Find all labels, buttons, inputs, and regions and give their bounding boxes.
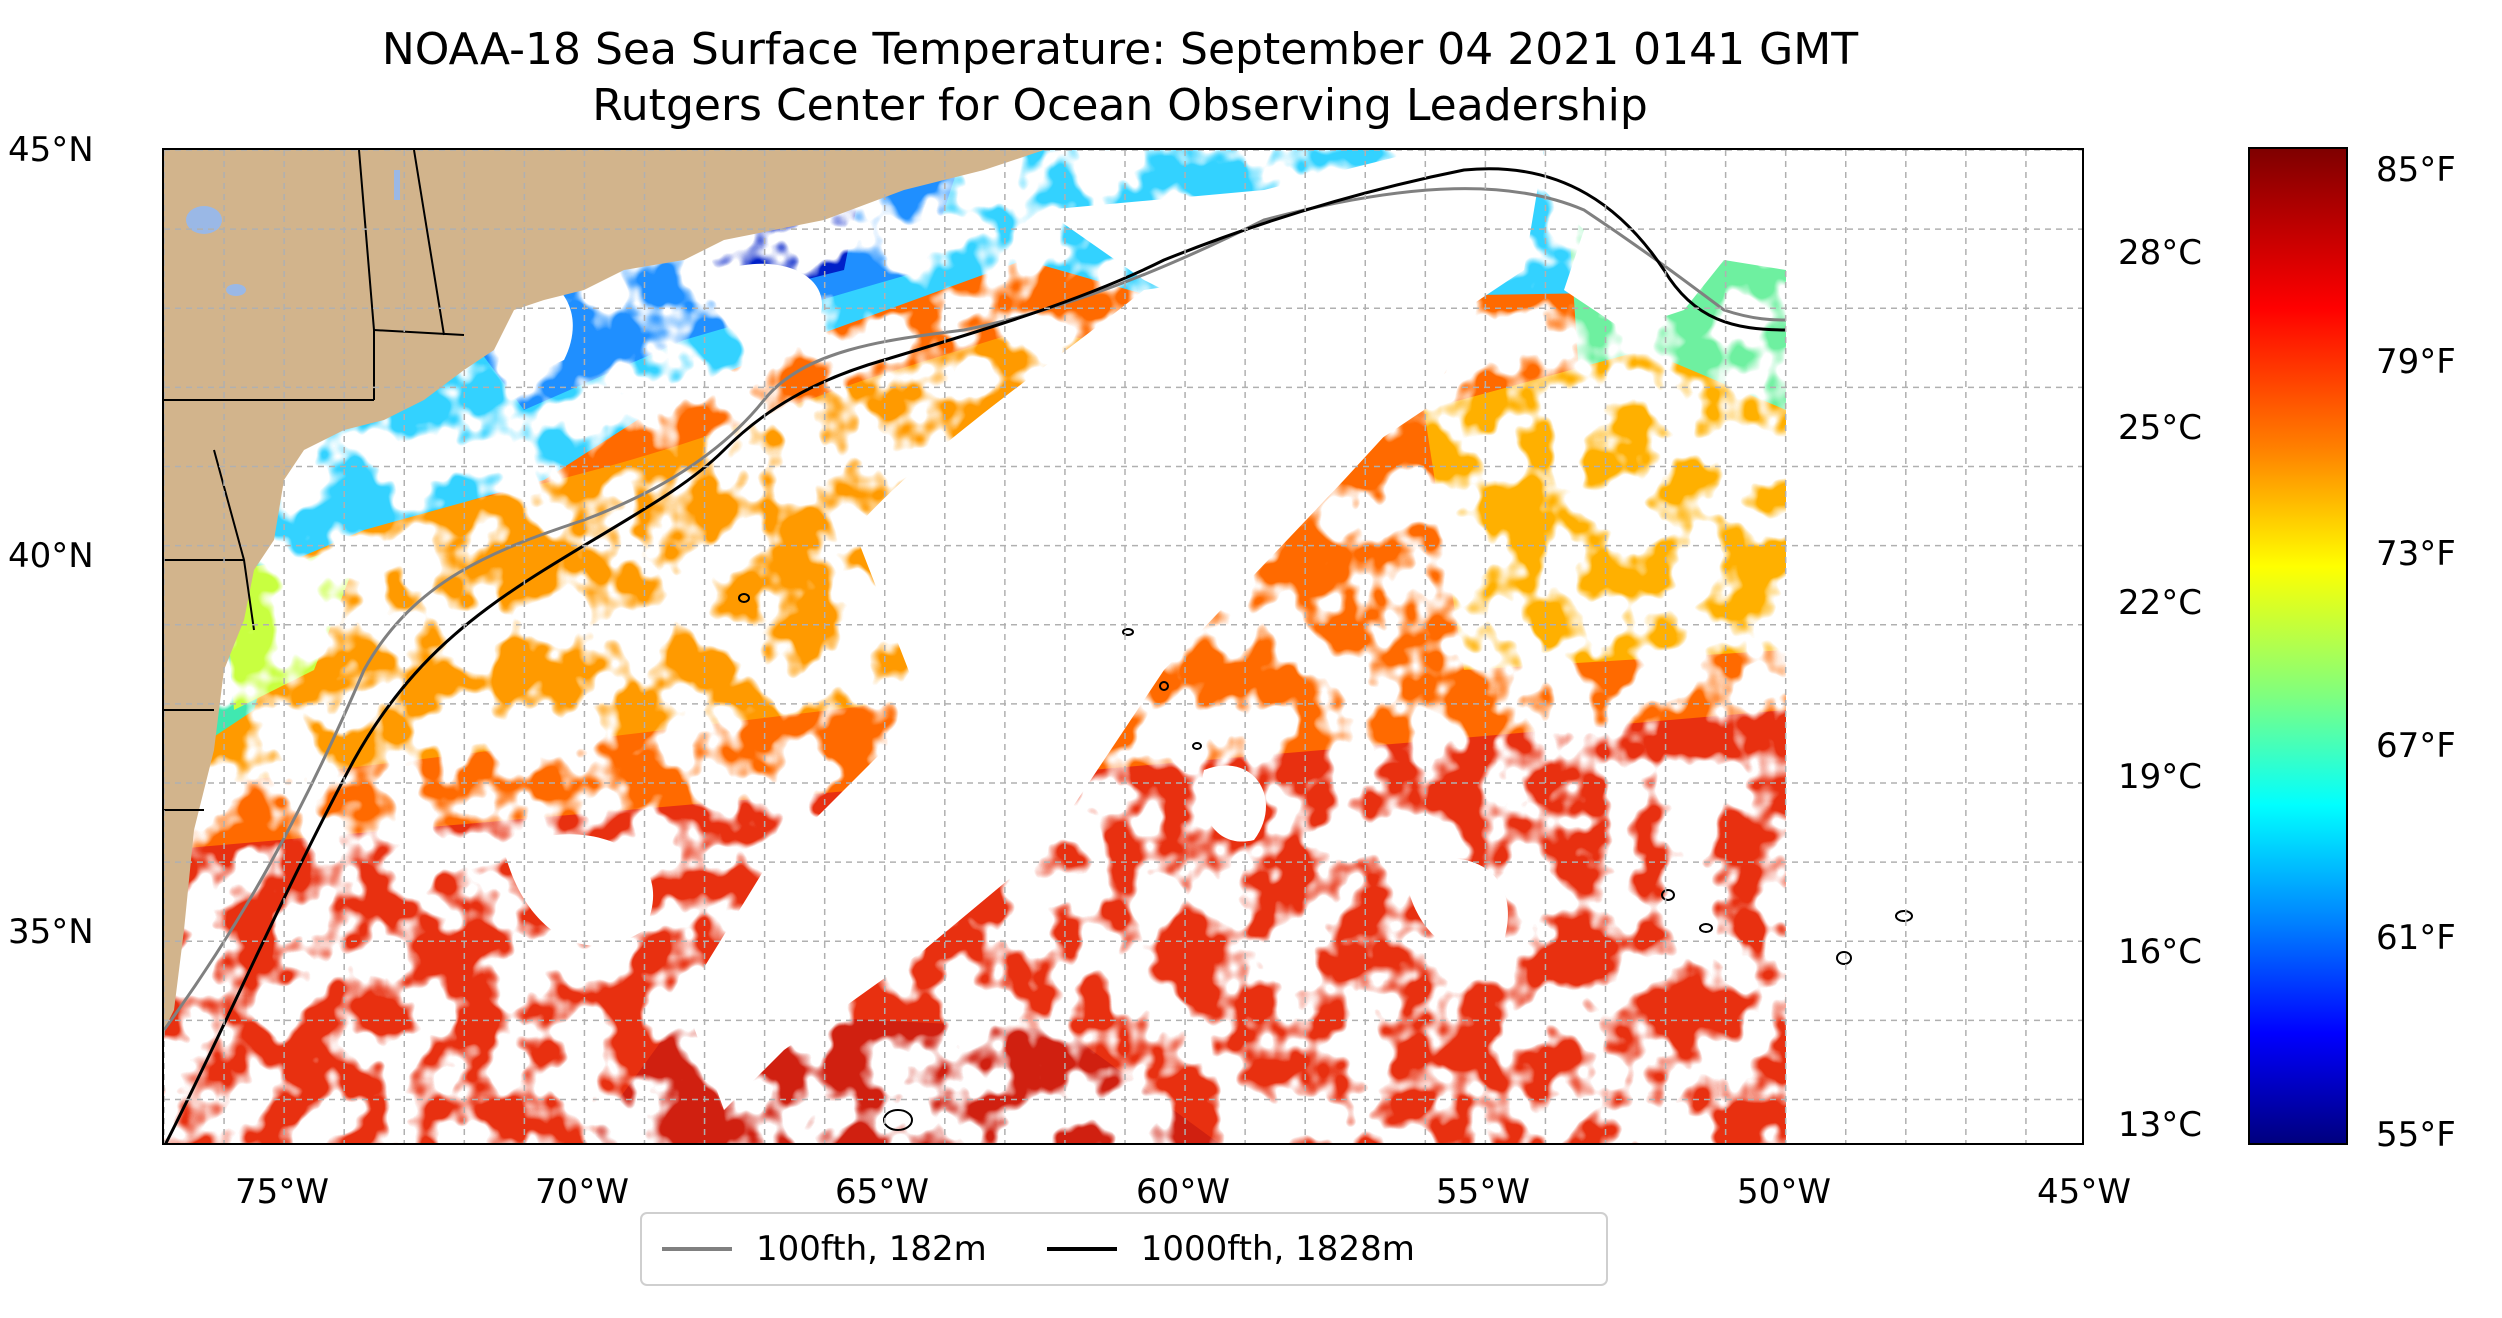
celsius-tick: 28°C <box>2118 233 2203 273</box>
gridlines <box>164 150 2082 1143</box>
colorbar-gradient <box>2248 147 2348 1145</box>
celsius-tick: 13°C <box>2118 1105 2203 1145</box>
lat-tick: 45°N <box>8 130 94 170</box>
legend-swatch-black <box>1046 1247 1117 1251</box>
fahrenheit-tick: 85°F <box>2376 150 2456 190</box>
chart-title: NOAA-18 Sea Surface Temperature: Septemb… <box>0 22 2240 134</box>
lon-tick: 65°W <box>835 1172 929 1212</box>
lakes <box>186 170 400 296</box>
fahrenheit-tick: 79°F <box>2376 342 2456 382</box>
colorbar <box>2248 147 2348 1145</box>
lon-tick: 50°W <box>1737 1172 1831 1212</box>
celsius-tick: 19°C <box>2118 757 2203 797</box>
celsius-tick: 16°C <box>2118 932 2203 972</box>
land-mass <box>164 150 1044 1030</box>
lon-tick: 60°W <box>1136 1172 1230 1212</box>
legend-entry-100fth: 100fth, 182m <box>662 1229 987 1269</box>
lon-tick: 75°W <box>235 1172 329 1212</box>
state-borders <box>164 150 465 811</box>
legend-label: 1000fth, 1828m <box>1140 1229 1415 1269</box>
isobath-1000fth <box>164 167 1787 1143</box>
lon-tick: 55°W <box>1436 1172 1530 1212</box>
lon-tick: 70°W <box>535 1172 629 1212</box>
lat-tick: 40°N <box>8 536 94 576</box>
fahrenheit-tick: 73°F <box>2376 534 2456 574</box>
fahrenheit-tick: 55°F <box>2376 1115 2456 1155</box>
sst-map[interactable] <box>162 148 2084 1145</box>
legend-swatch-gray <box>662 1247 732 1251</box>
isobath-100fth <box>164 187 1787 1031</box>
fahrenheit-tick: 61°F <box>2376 918 2456 958</box>
lon-tick: 45°W <box>2037 1172 2131 1212</box>
fahrenheit-tick: 67°F <box>2376 726 2456 766</box>
lat-tick: 35°N <box>8 912 94 952</box>
map-canvas <box>164 150 2082 1143</box>
celsius-tick: 25°C <box>2118 408 2203 448</box>
title-line-2: Rutgers Center for Ocean Observing Leade… <box>592 80 1648 131</box>
title-line-1: NOAA-18 Sea Surface Temperature: Septemb… <box>381 24 1859 75</box>
celsius-tick: 22°C <box>2118 583 2203 623</box>
legend-entry-1000fth: 1000fth, 1828m <box>1046 1229 1415 1269</box>
legend-label: 100fth, 182m <box>756 1229 987 1269</box>
legend: 100fth, 182m 1000fth, 1828m <box>640 1212 1608 1286</box>
seamount-contours <box>738 593 1913 1131</box>
